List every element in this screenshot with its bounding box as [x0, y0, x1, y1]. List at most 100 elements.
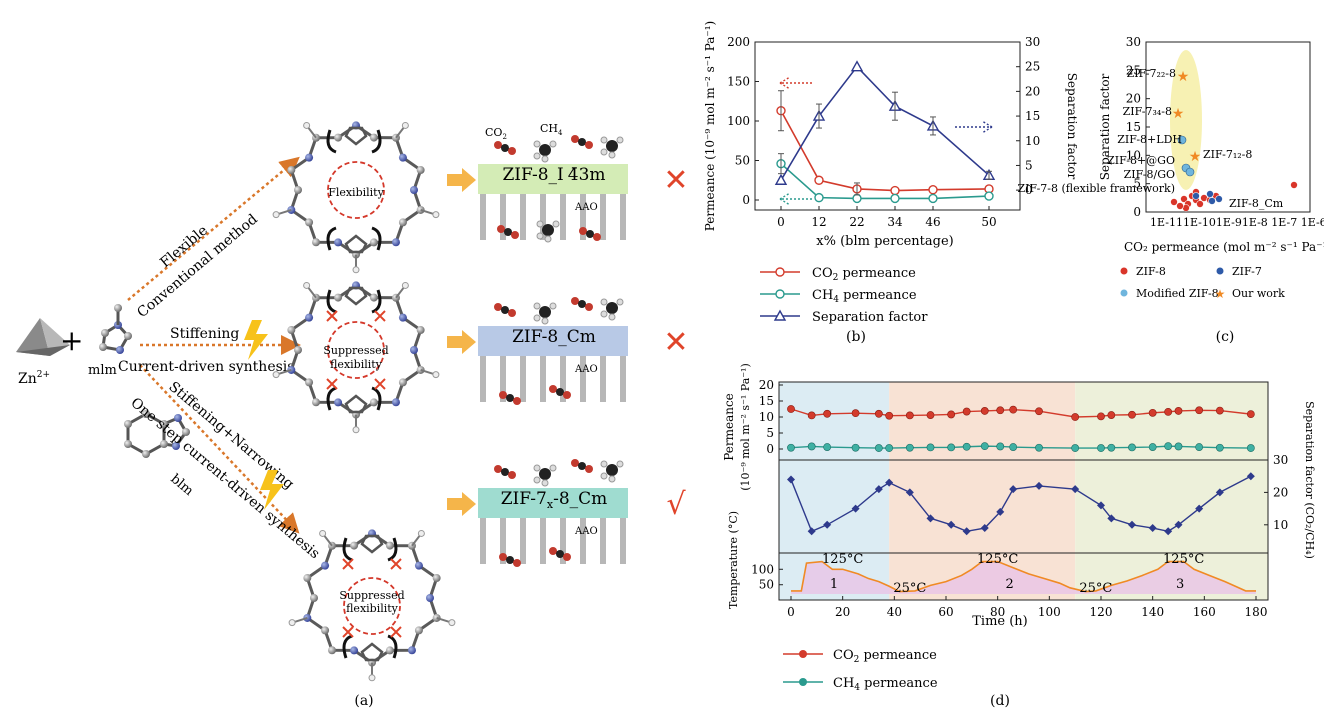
co2-label: CO2: [485, 126, 507, 141]
hydrogen-atom: [600, 298, 608, 306]
separation-point: [823, 520, 832, 529]
support-pillar: [560, 194, 566, 240]
hydrogen-atom: [536, 220, 544, 228]
oxygen-atom: [563, 553, 571, 561]
ch4-point: [885, 444, 894, 452]
hydrogen-atom: [549, 140, 557, 148]
hydrogen-atom: [552, 220, 560, 228]
y-right-tick-label: 25: [1025, 60, 1040, 74]
hydrogen-atom: [432, 211, 440, 219]
support-pillar: [500, 356, 506, 402]
ch4-point: [1164, 442, 1173, 451]
c-x-axis-label: CO₂ permeance (mol m⁻² s⁻¹ Pa⁻¹): [1124, 240, 1324, 254]
route2-label-a: Stiffening: [170, 326, 239, 342]
separation-point: [1195, 504, 1204, 513]
cross-mark-icon: [326, 310, 338, 322]
co2-point: [874, 409, 883, 418]
y-tick-label: 50: [759, 578, 774, 592]
y-tick-label: 5: [766, 426, 774, 440]
route1-arrow: [127, 156, 300, 301]
fail-mark-icon: ✕: [663, 163, 688, 198]
fail-mark-icon: ✕: [663, 325, 688, 360]
atom: [414, 561, 423, 570]
y-tick-label: 0: [766, 442, 774, 456]
hydrogen-atom: [533, 476, 541, 484]
plot-frame: [778, 381, 1269, 601]
co2-point: [1128, 410, 1136, 419]
membrane-label-3: ZIF-7x-8_Cm: [501, 489, 608, 511]
feed-arrow-icon: [447, 168, 476, 192]
feed-arrow-icon: [447, 492, 476, 516]
support-pillar: [540, 518, 546, 564]
legend-label: Modified ZIF-8: [1136, 287, 1219, 300]
legend-marker: [1216, 267, 1224, 275]
data-point: [928, 193, 938, 204]
atom: [410, 346, 418, 354]
rotation-arrow-icon: [387, 537, 398, 562]
ch4-point: [874, 444, 883, 452]
check-mark-icon: √: [666, 487, 686, 522]
temperature-label: 125°C: [822, 552, 863, 567]
atom: [369, 398, 378, 407]
cross-mark-icon: [342, 558, 354, 570]
atom: [312, 398, 321, 407]
carbon-atom: [504, 228, 512, 236]
support-pillar: [480, 194, 486, 240]
carbon-atom: [606, 302, 618, 314]
separation-point: [905, 488, 914, 497]
rotation-arrow-icon: [342, 537, 353, 562]
y-tick-label: 100: [751, 562, 774, 576]
atom: [287, 326, 296, 335]
ch4-point: [905, 443, 914, 452]
oxygen-atom: [494, 465, 502, 473]
imidazole-ring: [344, 286, 368, 306]
panel-b-label: (b): [846, 329, 866, 345]
ch4-point: [1035, 443, 1043, 452]
c-y-axis-label: Separation factor: [1098, 73, 1112, 180]
x-tick-label: 80: [990, 605, 1005, 619]
carbon-atom: [556, 550, 564, 558]
y-tick-label: 15: [1126, 120, 1141, 134]
ch4-point: [947, 443, 956, 452]
x-tick-label: 100: [1038, 605, 1061, 619]
y-tick-label: 50: [735, 154, 750, 168]
legend-label: Our work: [1232, 287, 1285, 300]
pore-circle: [343, 577, 401, 635]
carbon-atom: [539, 144, 551, 156]
atom: [414, 626, 423, 635]
ch4-point: [1246, 444, 1255, 452]
atom: [369, 133, 378, 142]
support-pillar: [540, 194, 546, 240]
y-right-tick-label: 30: [1273, 453, 1288, 467]
route3-arrow: [139, 364, 300, 534]
zif7-point: [1192, 192, 1200, 200]
rotation-arrow-icon: [371, 226, 382, 251]
separation-point: [947, 520, 956, 529]
hydrogen-atom: [616, 298, 624, 306]
hydrogen-atom: [533, 464, 541, 472]
panel-d-label: (d): [990, 693, 1010, 709]
hydrogen-atom: [288, 619, 296, 627]
atom: [398, 218, 407, 227]
atom: [321, 626, 330, 635]
y-right-tick-label: 15: [1025, 109, 1040, 123]
feed-arrow-icon: [447, 330, 476, 354]
flexibility-label: flexibility: [346, 602, 399, 615]
legend-marker: [799, 678, 807, 686]
hydrogen-atom: [533, 302, 541, 310]
our-work-highlight: [1170, 50, 1202, 190]
carbon-atom: [578, 462, 586, 470]
legend-marker: [775, 267, 785, 277]
atom: [312, 238, 321, 247]
rotation-arrow-icon: [326, 386, 337, 411]
legend-marker: [1120, 289, 1128, 297]
point-annotation: ZIF-7₁₂-8: [1203, 148, 1252, 161]
series-line: [780, 65, 990, 181]
temperature-label: 125°C: [1163, 552, 1204, 567]
x-tick-label: 50: [981, 215, 996, 229]
oxygen-atom: [593, 233, 601, 241]
oxygen-atom: [508, 471, 516, 479]
y-tick-label: 100: [727, 114, 750, 128]
imidazole-ring: [360, 642, 384, 662]
atom: [305, 378, 314, 387]
